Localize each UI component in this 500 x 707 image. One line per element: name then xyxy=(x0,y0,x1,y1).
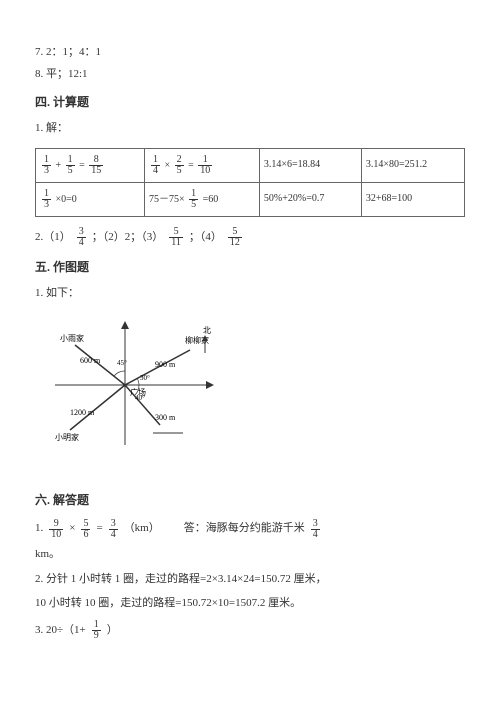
calc-table: 13 + 15 = 815 14 × 25 = 110 3.14×6=18.84… xyxy=(35,148,465,217)
cell-1-3: 3.14×6=18.84 xyxy=(259,148,361,182)
cell-2-3: 50%+20%=0.7 xyxy=(259,182,361,216)
table-row: 13 + 15 = 815 14 × 25 = 110 3.14×6=18.84… xyxy=(36,148,465,182)
cell-2-4: 32+68=100 xyxy=(361,182,464,216)
cell-2-2: 75－75× 15 =60 xyxy=(145,182,260,216)
sec6-title: 六. 解答题 xyxy=(35,491,465,510)
line-8: 8. 平；12:1 xyxy=(35,66,465,84)
sec5-q1: 1. 如下： xyxy=(35,285,465,303)
svg-text:小雨家: 小雨家 xyxy=(60,333,84,343)
line-7: 7. 2：1；4：1 xyxy=(35,44,465,62)
sec6-q3: 3. 20÷（1+ 19 ） xyxy=(35,620,465,641)
sec6-q1-tail: km。 xyxy=(35,546,465,564)
svg-text:北: 北 xyxy=(203,326,211,335)
svg-text:小明家: 小明家 xyxy=(55,432,79,442)
svg-text:45°: 45° xyxy=(117,359,127,367)
svg-text:30°: 30° xyxy=(140,374,150,382)
cell-1-4: 3.14×80=251.2 xyxy=(361,148,464,182)
cell-2-1: 13 ×0=0 xyxy=(36,182,145,216)
cell-1-2: 14 × 25 = 110 xyxy=(145,148,260,182)
sec5-title: 五. 作图题 xyxy=(35,258,465,277)
sec4-title: 四. 计算题 xyxy=(35,93,465,112)
svg-text:600 m: 600 m xyxy=(80,356,101,365)
svg-text:900 m: 900 m xyxy=(155,360,176,369)
svg-text:300 m: 300 m xyxy=(155,413,176,422)
svg-text:广场: 广场 xyxy=(130,387,146,397)
direction-diagram: 45° 30° 40° 小雨家 600 m 柳柳家 900 m 广场 300 m… xyxy=(35,315,235,465)
sec4-q1: 1. 解： xyxy=(35,120,465,138)
sec6-q2b: 10 小时转 10 圈，走过的路程=150.72×10=1507.2 厘米。 xyxy=(35,595,465,613)
table-row: 13 ×0=0 75－75× 15 =60 50%+20%=0.7 32+68=… xyxy=(36,182,465,216)
svg-text:1200 m: 1200 m xyxy=(70,408,95,417)
sec6-q2a: 2. 分针 1 小时转 1 圈，走过的路程=2×3.14×24=150.72 厘… xyxy=(35,571,465,589)
cell-1-1: 13 + 15 = 815 xyxy=(36,148,145,182)
sec6-q1: 1. 910 × 56 = 34 （km） 答：海豚每分约能游千米 34 xyxy=(35,519,465,540)
sec4-q2: 2.（1） 34 ；（2）2；（3） 511 ；（4） 512 xyxy=(35,227,465,248)
